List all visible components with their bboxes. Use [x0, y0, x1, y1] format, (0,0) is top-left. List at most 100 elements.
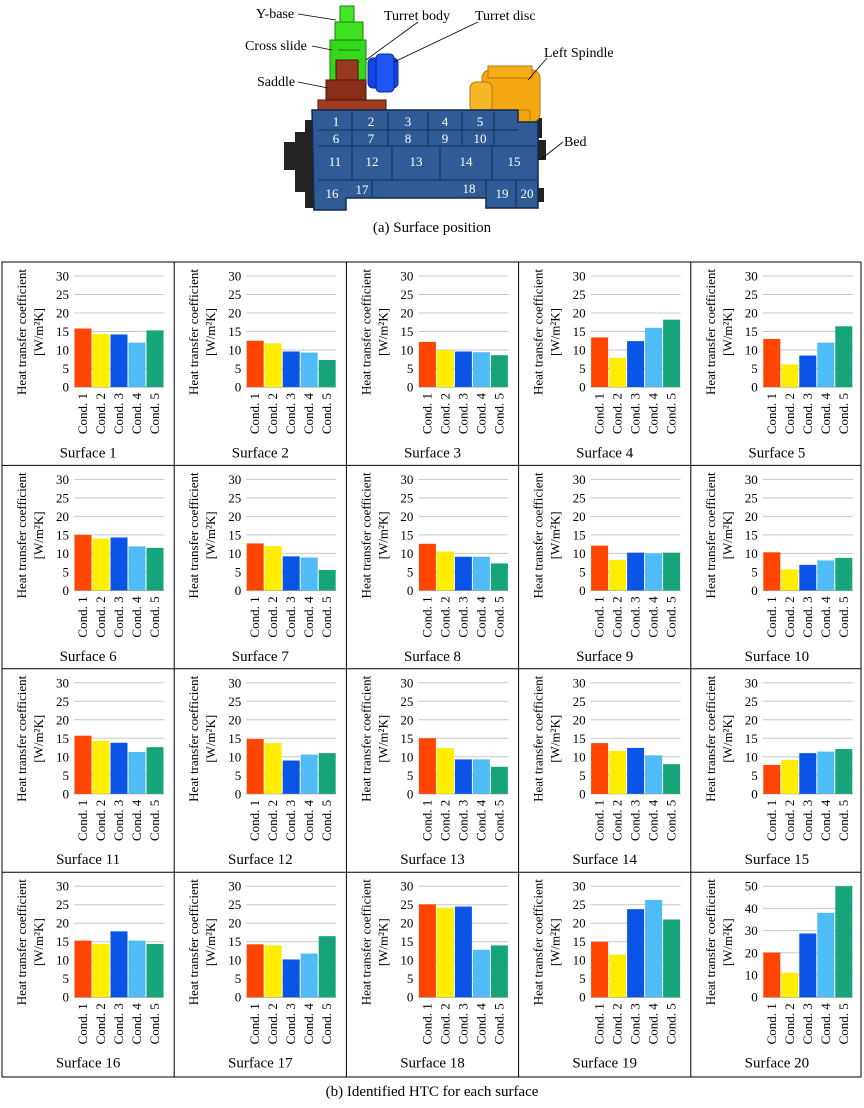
bar: [763, 552, 781, 591]
surface-number-7: 7: [368, 131, 375, 146]
y-tick-label: 10: [228, 343, 241, 358]
x-tick-label: Cond. 3: [283, 393, 298, 434]
y-axis-title: Heat transfer coefficient: [14, 675, 29, 801]
y-tick-label: 10: [228, 546, 241, 561]
y-tick-label: 25: [228, 490, 241, 505]
y-tick-label: 20: [745, 712, 758, 727]
label-turret-body: Turret body: [384, 9, 450, 24]
y-tick-label: 15: [228, 934, 241, 949]
x-tick-label: Cond. 2: [265, 1003, 280, 1044]
y-axis-title: Heat transfer coefficient: [186, 879, 201, 1005]
bar: [781, 760, 799, 794]
bar: [246, 739, 264, 794]
y-tick-label: 5: [235, 768, 242, 783]
x-tick-label: Cond. 2: [610, 393, 625, 434]
y-tick-label: 25: [56, 897, 69, 912]
x-tick-label: Cond. 4: [818, 596, 833, 638]
y-tick-label: 30: [228, 675, 241, 690]
y-tick-label: 0: [407, 990, 414, 1005]
y-tick-label: 5: [63, 768, 70, 783]
x-tick-label: Cond. 2: [610, 1003, 625, 1044]
y-tick-label: 20: [745, 306, 758, 321]
bed-shape: [311, 109, 539, 211]
bar: [454, 759, 472, 794]
bar: [627, 747, 645, 794]
bar: [110, 742, 128, 794]
y-tick-label: 25: [228, 897, 241, 912]
bar: [609, 750, 627, 794]
y-tick-label: 15: [573, 731, 586, 746]
chart-panel: Heat transfer coefficient [W/m²K] 0 5 10 15 20…: [14, 472, 164, 665]
x-tick-label: Cond. 2: [610, 596, 625, 637]
x-tick-label: Cond. 1: [592, 1003, 607, 1044]
bar: [74, 328, 92, 387]
y-tick-label: 25: [228, 694, 241, 709]
leader-lines: [297, 13, 564, 161]
y-tick-label: 0: [751, 990, 758, 1005]
y-tick-label: 25: [400, 897, 413, 912]
bar: [128, 546, 146, 591]
bar: [591, 743, 609, 794]
y-tick-label: 25: [745, 287, 758, 302]
y-tick-label: 25: [56, 287, 69, 302]
y-axis-title: Heat transfer coefficient: [358, 675, 373, 801]
y-tick-label: 30: [228, 879, 241, 894]
y-tick-label: 20: [56, 509, 69, 524]
y-axis-unit: [W/m²K]: [203, 918, 218, 966]
panel-title: Surface 20: [745, 1056, 810, 1072]
bar: [300, 754, 318, 794]
bar: [110, 931, 128, 998]
y-tick-label: 20: [56, 916, 69, 931]
bar: [835, 557, 853, 591]
chart-panel: Heat transfer coefficient [W/m²K] 0 5 10 15 20…: [531, 675, 681, 868]
y-tick-label: 10: [56, 953, 69, 968]
x-tick-label: Cond. 2: [93, 1003, 108, 1044]
y-tick-label: 10: [745, 343, 758, 358]
chart-panel: Heat transfer coefficient [W/m²K] 0 5 10 15 20…: [358, 879, 509, 1072]
y-axis-title: Heat transfer coefficient: [703, 269, 718, 395]
bar: [92, 740, 110, 794]
x-tick-label: Cond. 4: [818, 1003, 833, 1045]
panel-title: Surface 14: [572, 852, 637, 868]
bar: [799, 753, 817, 794]
x-tick-label: Cond. 5: [147, 800, 162, 841]
y-tick-label: 10: [573, 749, 586, 764]
y-tick-label: 0: [235, 786, 242, 801]
bar: [318, 753, 336, 794]
panel-title: Surface 15: [745, 852, 810, 868]
bar: [92, 538, 110, 591]
y-tick-label: 5: [63, 564, 70, 579]
chart-panel: Heat transfer coefficient [W/m²K] 0 5 10 15 20…: [186, 472, 337, 665]
y-tick-label: 20: [228, 712, 241, 727]
bar: [472, 949, 490, 998]
panel-title: Surface 2: [232, 445, 289, 461]
bar: [264, 945, 282, 998]
y-tick-label: 25: [400, 287, 413, 302]
x-tick-label: Cond. 4: [129, 1003, 144, 1045]
y-tick-label: 0: [63, 990, 70, 1005]
surface-number-3: 3: [405, 114, 412, 129]
bar: [110, 334, 128, 387]
bar: [663, 919, 681, 998]
chart-panel: Heat transfer coefficient [W/m²K] 0 10 20 30 4…: [703, 879, 853, 1072]
bar: [436, 907, 454, 998]
y-tick-label: 15: [573, 324, 586, 339]
bar: [128, 940, 146, 998]
x-tick-label: Cond. 3: [628, 1003, 643, 1044]
y-tick-label: 5: [63, 971, 70, 986]
turret-disc-shape: [367, 53, 399, 93]
y-tick-label: 20: [56, 712, 69, 727]
surface-number-16: 16: [326, 186, 340, 201]
bar: [454, 351, 472, 387]
y-tick-label: 5: [407, 361, 414, 376]
x-tick-label: Cond. 4: [129, 596, 144, 638]
y-tick-label: 5: [579, 564, 586, 579]
surface-number-18: 18: [463, 181, 476, 196]
bar: [264, 546, 282, 591]
x-tick-label: Cond. 1: [419, 393, 434, 434]
bar: [472, 352, 490, 387]
y-axis-title: Heat transfer coefficient: [703, 879, 718, 1005]
x-tick-label: Cond. 5: [836, 596, 851, 637]
y-tick-label: 30: [400, 269, 413, 284]
x-tick-label: Cond. 2: [782, 1003, 797, 1044]
